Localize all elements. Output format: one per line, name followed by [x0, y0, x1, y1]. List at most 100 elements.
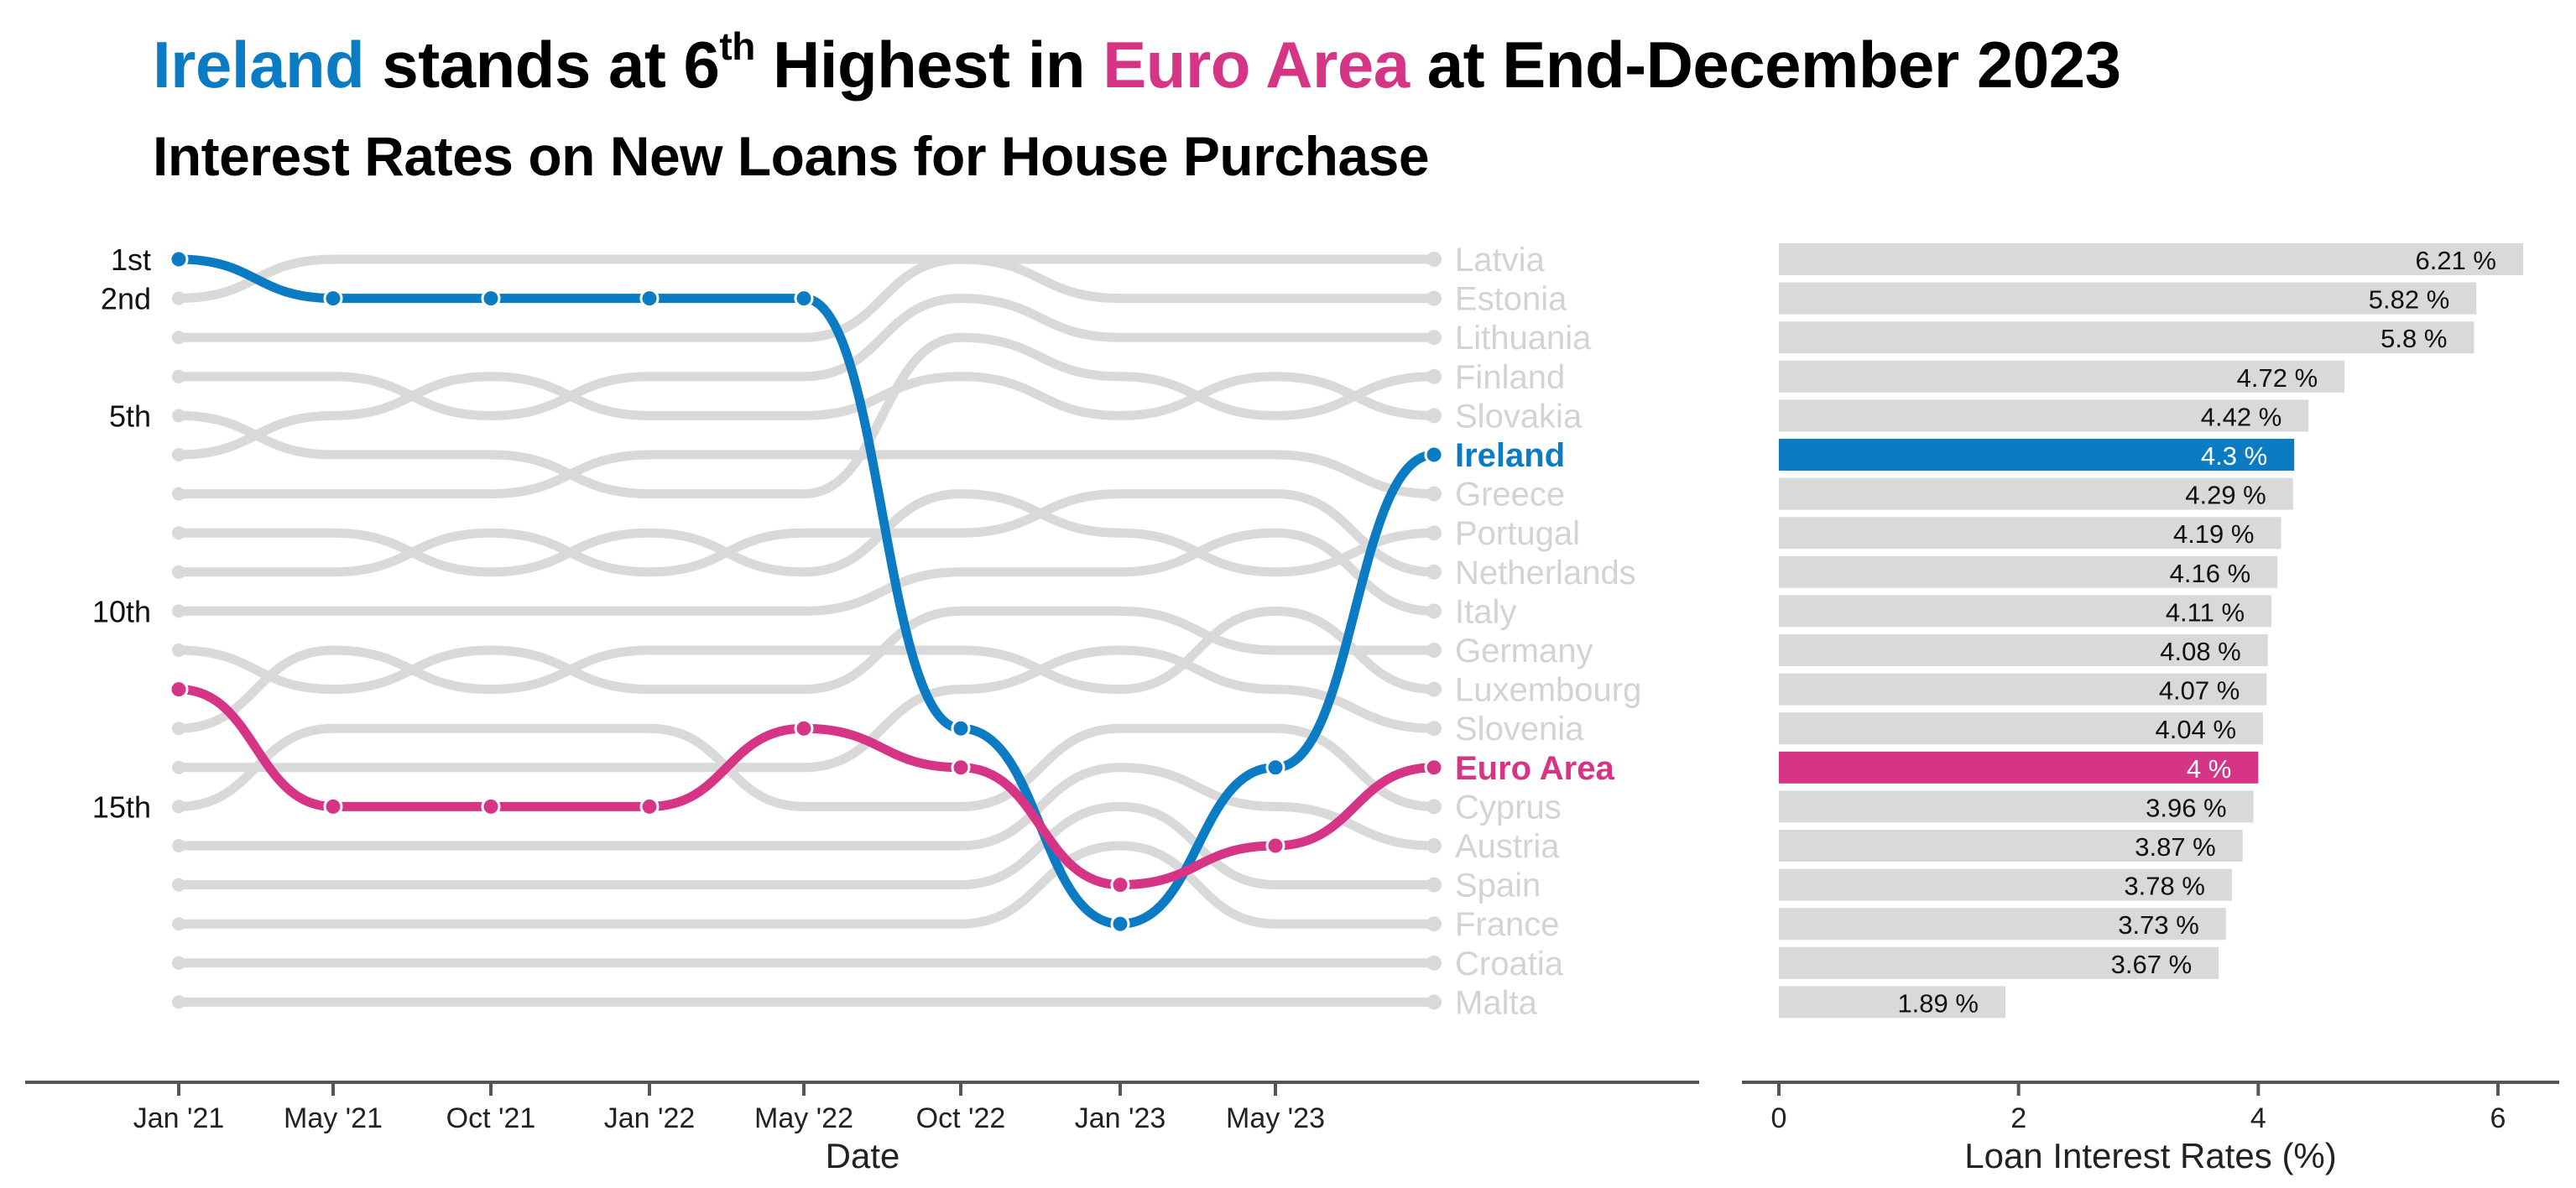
bar: [1779, 868, 2232, 901]
background-end-point: [1426, 799, 1442, 815]
bar-value-label: 4.72 %: [2237, 363, 2318, 393]
background-end-point: [1426, 486, 1442, 502]
bar-value-label: 3.96 %: [2146, 793, 2227, 822]
bar: [1779, 751, 2259, 784]
background-end-point: [1426, 290, 1442, 306]
date-tick-label: Oct '21: [446, 1102, 536, 1134]
end-country-label: Slovenia: [1455, 711, 1584, 748]
bar: [1779, 243, 2523, 275]
bars-group: 6.21 % 5.82 % 5.8 % 4.72 % 4.42 % 4.3 % 4.29 %…: [1779, 243, 2523, 1019]
bar: [1779, 439, 2295, 471]
background-start-point: [172, 487, 185, 501]
ireland-point: [951, 718, 971, 738]
highlight-series-group: [169, 249, 1444, 934]
rate-tick-label: 2: [2010, 1102, 2026, 1134]
bar-value-label: 4.11 %: [2166, 597, 2245, 627]
y-rank-label: 15th: [92, 789, 151, 824]
background-end-point: [1426, 916, 1442, 932]
background-end-point: [1426, 252, 1442, 267]
end-country-label: Austria: [1455, 828, 1560, 865]
background-start-point: [172, 917, 185, 931]
background-end-point: [1426, 564, 1442, 580]
end-country-label: Netherlands: [1455, 555, 1636, 591]
background-start-point: [172, 800, 185, 814]
background-start-point: [172, 644, 185, 657]
bar-value-label: 3.67 %: [2111, 950, 2193, 979]
ireland-point: [794, 289, 814, 309]
bar: [1779, 477, 2293, 510]
background-end-point: [1426, 330, 1442, 346]
date-tick-label: Jan '23: [1075, 1102, 1166, 1134]
euro-area-point: [1424, 758, 1444, 778]
end-country-label: Spain: [1455, 868, 1541, 904]
background-end-point: [1426, 877, 1442, 893]
euro-area-point: [323, 796, 343, 816]
date-tick-label: Jan '21: [133, 1102, 225, 1134]
date-tick-label: Oct '22: [916, 1102, 1006, 1134]
end-country-label: Germany: [1455, 633, 1593, 670]
title-superscript: th: [719, 24, 755, 68]
background-end-point: [1426, 525, 1442, 541]
end-country-label: Italy: [1455, 593, 1516, 630]
euro-area-point: [1265, 836, 1285, 856]
background-series-line: [174, 489, 1439, 577]
background-end-point: [1426, 681, 1442, 697]
labels-group: 1st2nd5th10th15thLatviaEstoniaLithuaniaF…: [92, 242, 1641, 1021]
bar: [1779, 673, 2267, 706]
bar-value-label: 3.87 %: [2135, 832, 2216, 862]
bar: [1779, 712, 2264, 745]
background-end-point: [1426, 721, 1442, 737]
bar: [1779, 908, 2226, 940]
background-end-point: [1426, 994, 1442, 1010]
y-rank-label: 5th: [109, 399, 151, 433]
end-country-label: Greece: [1455, 477, 1565, 513]
rate-tick-label: 6: [2490, 1102, 2506, 1134]
bar-value-label: 4.19 %: [2173, 519, 2255, 549]
background-series-line: [174, 723, 1439, 811]
end-country-label: Slovakia: [1455, 398, 1583, 435]
bar: [1779, 321, 2474, 354]
background-end-point: [1426, 603, 1442, 619]
background-series-line: [174, 372, 1439, 460]
bar-value-label: 4.29 %: [2185, 481, 2266, 510]
bar-value-label: 4 %: [2187, 754, 2231, 784]
rate-axis-title: Loan Interest Rates (%): [1964, 1136, 2337, 1175]
axes-group: Jan '21 May '21 Oct '21 Jan '22 May '22 Oct '…: [25, 1081, 2559, 1175]
background-series-line: [174, 801, 1439, 890]
bar-value-label: 3.73 %: [2118, 910, 2199, 940]
euro-area-point: [794, 718, 814, 738]
ireland-point: [481, 289, 501, 309]
background-start-point: [172, 995, 185, 1009]
y-rank-label: 10th: [92, 594, 151, 628]
rate-tick-label: 0: [1771, 1102, 1787, 1134]
bar-value-label: 1.89 %: [1897, 988, 1979, 1018]
ireland-point: [639, 289, 660, 309]
end-country-label: Latvia: [1455, 242, 1545, 279]
ireland-point: [1110, 914, 1130, 934]
background-end-point: [1426, 838, 1442, 853]
bar: [1779, 555, 2278, 588]
date-axis-title: Date: [826, 1136, 900, 1175]
bar-value-label: 5.82 %: [2369, 285, 2450, 315]
background-series-line: [174, 841, 1439, 929]
euro-area-point: [1110, 875, 1130, 895]
background-start-point: [172, 291, 185, 305]
background-end-point: [1426, 368, 1442, 384]
title-ireland: Ireland: [153, 28, 365, 102]
background-series-line: [174, 645, 1439, 773]
end-country-label: Euro Area: [1455, 750, 1614, 787]
background-end-point: [1426, 955, 1442, 971]
end-country-label: Malta: [1455, 984, 1538, 1021]
background-series-line: [174, 489, 1439, 577]
background-start-point: [172, 839, 185, 852]
background-series-line: [174, 254, 1439, 304]
euro-area-point: [169, 680, 189, 700]
euro-area-point: [481, 796, 501, 816]
background-series-line: [174, 606, 1439, 733]
end-country-label: Cyprus: [1455, 789, 1562, 826]
background-series-line: [174, 254, 1439, 342]
background-end-point: [1426, 643, 1442, 658]
background-start-point: [172, 331, 185, 345]
title-euro-area: Euro Area: [1103, 28, 1410, 102]
